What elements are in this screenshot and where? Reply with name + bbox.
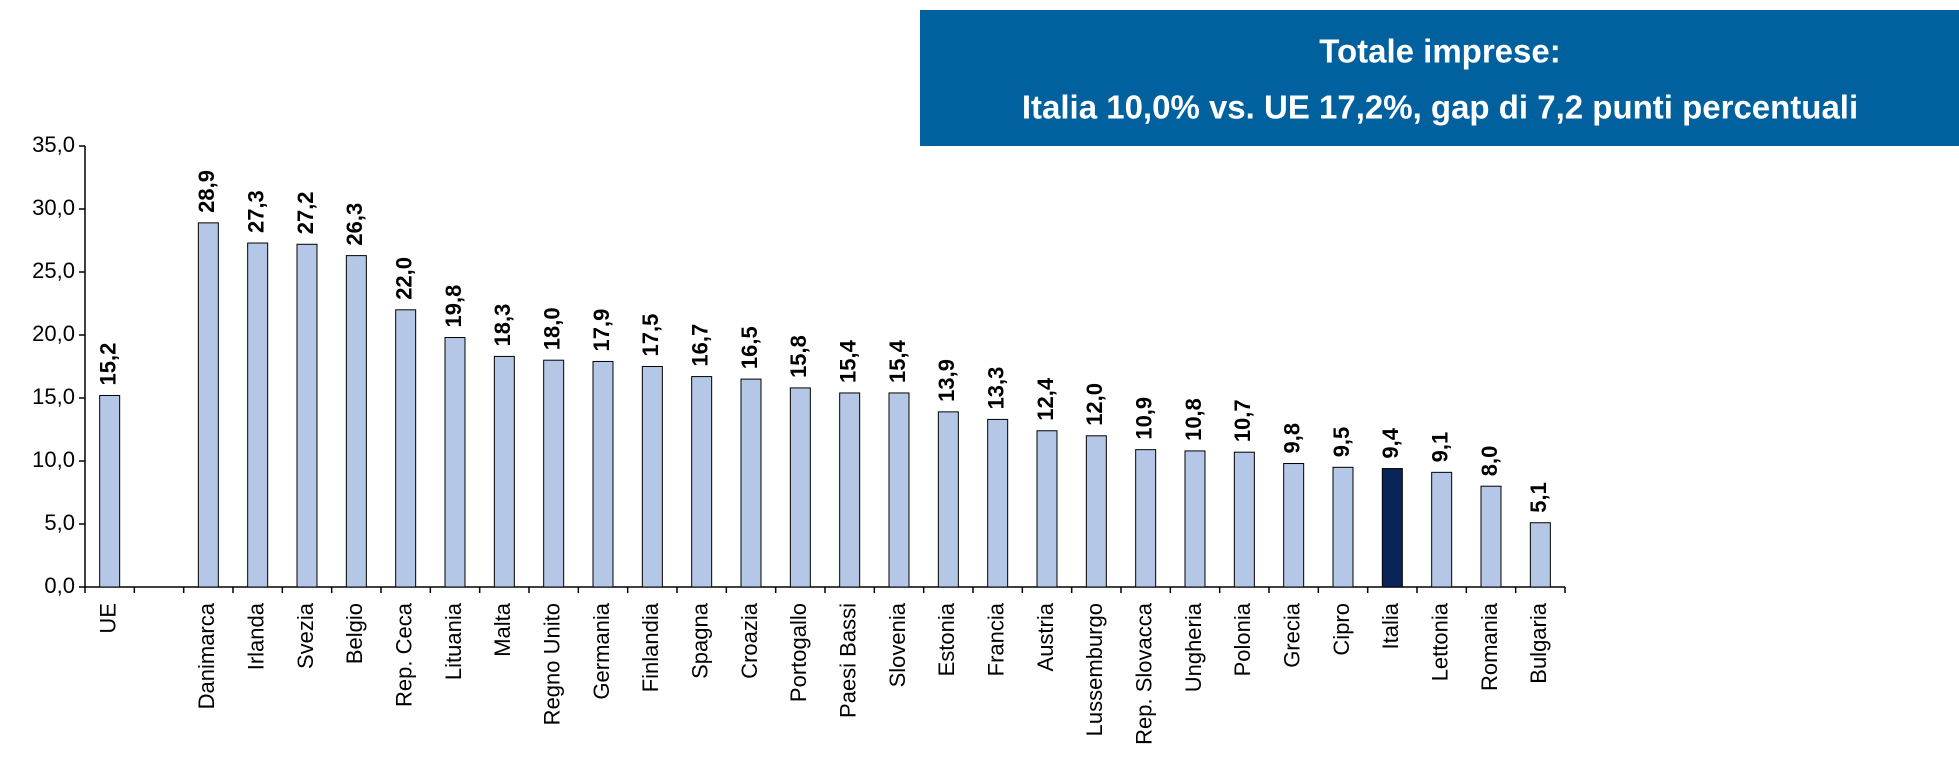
bar xyxy=(592,360,614,588)
y-tick-label: 0,0 xyxy=(44,573,75,598)
x-tick-label: Danimarca xyxy=(194,602,219,709)
x-tick-label: Estonia xyxy=(934,602,959,676)
data-label: 10,7 xyxy=(1230,399,1255,442)
x-tick-label: Portogallo xyxy=(786,603,811,702)
data-label: 17,5 xyxy=(638,314,663,357)
data-label: 9,4 xyxy=(1378,427,1403,458)
data-label: 18,3 xyxy=(490,304,515,347)
data-label: 16,5 xyxy=(737,326,762,369)
bar xyxy=(1184,450,1206,588)
x-tick-label: Belgio xyxy=(342,603,367,664)
x-tick-label: UE xyxy=(95,603,120,634)
bar xyxy=(395,309,417,588)
x-tick-label: Austria xyxy=(1033,602,1058,671)
data-label: 10,8 xyxy=(1181,398,1206,441)
data-label: 12,0 xyxy=(1082,383,1107,426)
data-label: 9,8 xyxy=(1279,423,1304,454)
x-tick-label: Croazia xyxy=(737,602,762,679)
bar xyxy=(1085,435,1107,588)
bar xyxy=(1381,468,1403,588)
title-box xyxy=(920,10,1959,146)
x-tick-label: Bulgaria xyxy=(1526,602,1551,683)
data-label: 9,5 xyxy=(1329,427,1354,458)
data-label: 5,1 xyxy=(1526,482,1551,513)
y-tick-label: 20,0 xyxy=(32,321,75,346)
data-label: 10,9 xyxy=(1131,397,1156,440)
bar xyxy=(1332,466,1354,588)
bar xyxy=(1135,449,1157,588)
data-label: 13,9 xyxy=(934,359,959,402)
data-label: 26,3 xyxy=(342,203,367,246)
x-tick-label: Romania xyxy=(1477,602,1502,691)
x-tick-label: Svezia xyxy=(293,602,318,669)
y-tick-label: 15,0 xyxy=(32,384,75,409)
bar xyxy=(641,366,663,588)
bar xyxy=(1283,463,1305,588)
bar xyxy=(197,222,219,588)
data-label: 27,3 xyxy=(243,190,268,233)
x-tick-label: Finlandia xyxy=(638,602,663,692)
bar xyxy=(1233,451,1255,588)
data-label: 17,9 xyxy=(589,309,614,352)
x-tick-label: Spagna xyxy=(687,602,712,679)
bar xyxy=(789,387,811,588)
data-label: 16,7 xyxy=(687,324,712,367)
data-label: 15,4 xyxy=(835,339,860,383)
bar xyxy=(987,418,1009,588)
x-tick-label: Rep. Ceca xyxy=(391,602,416,707)
bar xyxy=(1529,522,1551,588)
bar xyxy=(247,242,269,588)
bar xyxy=(543,359,565,588)
bar xyxy=(1431,471,1453,588)
bar xyxy=(444,337,466,588)
bar xyxy=(937,411,959,588)
data-label: 15,8 xyxy=(786,335,811,378)
x-tick-label: Polonia xyxy=(1230,602,1255,676)
chart-title: Totale imprese: xyxy=(1319,33,1560,70)
bar xyxy=(493,355,515,588)
bar xyxy=(99,394,121,588)
x-tick-label: Lituania xyxy=(441,602,466,680)
x-tick-label: Regno Unito xyxy=(539,603,564,725)
y-tick-label: 35,0 xyxy=(32,132,75,157)
x-tick-label: Francia xyxy=(983,602,1008,676)
bar xyxy=(345,255,367,588)
data-label: 9,1 xyxy=(1427,432,1452,463)
x-tick-label: Lussemburgo xyxy=(1082,603,1107,736)
x-tick-label: Cipro xyxy=(1329,603,1354,656)
x-tick-label: Malta xyxy=(490,602,515,657)
x-tick-label: Ungheria xyxy=(1181,602,1206,692)
y-tick-label: 30,0 xyxy=(32,195,75,220)
data-label: 22,0 xyxy=(391,257,416,300)
bar xyxy=(839,392,861,588)
data-label: 27,2 xyxy=(293,191,318,234)
bar xyxy=(296,243,318,588)
y-tick-label: 10,0 xyxy=(32,447,75,472)
bar xyxy=(1036,430,1058,588)
bar xyxy=(888,392,910,588)
data-label: 19,8 xyxy=(441,285,466,328)
x-tick-label: Irlanda xyxy=(243,602,268,670)
chart-subtitle: Italia 10,0% vs. UE 17,2%, gap di 7,2 pu… xyxy=(1022,89,1858,126)
data-label: 28,9 xyxy=(194,170,219,213)
y-tick-label: 5,0 xyxy=(44,510,75,535)
bar xyxy=(691,376,713,588)
data-label: 15,4 xyxy=(885,339,910,383)
x-tick-label: Paesi Bassi xyxy=(835,603,860,718)
x-tick-label: Lettonia xyxy=(1427,602,1452,681)
x-tick-label: Slovenia xyxy=(885,602,910,687)
data-label: 8,0 xyxy=(1477,446,1502,477)
data-label: 15,2 xyxy=(95,343,120,386)
data-label: 18,0 xyxy=(539,307,564,350)
bar xyxy=(740,378,762,588)
x-tick-label: Grecia xyxy=(1279,602,1304,668)
bar xyxy=(1480,485,1502,588)
data-label: 12,4 xyxy=(1033,377,1058,421)
y-tick-label: 25,0 xyxy=(32,258,75,283)
x-tick-label: Rep. Slovacca xyxy=(1131,602,1156,745)
x-tick-label: Italia xyxy=(1378,602,1403,649)
data-label: 13,3 xyxy=(983,367,1008,410)
x-tick-label: Germania xyxy=(589,602,614,699)
